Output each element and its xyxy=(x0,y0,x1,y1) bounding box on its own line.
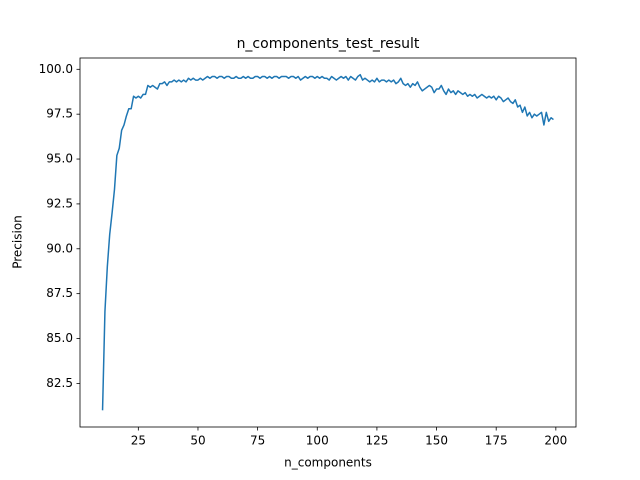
x-tick-label: 100 xyxy=(306,434,329,448)
y-tick-label: 90.0 xyxy=(46,241,73,255)
line-series xyxy=(101,73,554,411)
x-tick-label: 50 xyxy=(190,434,205,448)
x-tick-label: 200 xyxy=(544,434,567,448)
y-axis-label: Precision xyxy=(11,215,25,269)
y-tick-label: 82.5 xyxy=(46,376,73,390)
y-tick-label: 95.0 xyxy=(46,152,73,166)
y-tick-label: 100.0 xyxy=(39,62,73,76)
y-tick-label: 97.5 xyxy=(46,107,73,121)
y-tick-label: 87.5 xyxy=(46,286,73,300)
x-axis-label: n_components xyxy=(284,456,372,470)
x-tick-label: 25 xyxy=(131,434,146,448)
x-tick-label: 150 xyxy=(425,434,448,448)
y-tick-label: 92.5 xyxy=(46,196,73,210)
chart-title: n_components_test_result xyxy=(237,36,420,52)
x-tick-label: 125 xyxy=(365,434,388,448)
x-tick-label: 175 xyxy=(485,434,508,448)
plot-frame xyxy=(79,57,577,428)
x-tick-label: 75 xyxy=(250,434,265,448)
y-tick-label: 85.0 xyxy=(46,331,73,345)
